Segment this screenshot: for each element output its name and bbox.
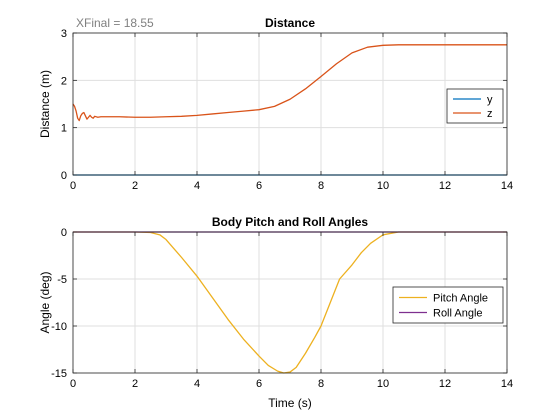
distance-y-axis-label: Distance (m) <box>38 70 52 138</box>
angle-x-tick-label: 2 <box>132 378 138 390</box>
distance-x-tick-label: 0 <box>70 180 76 192</box>
distance-y-tick-label: 2 <box>61 75 67 87</box>
angle-chart-title: Body Pitch and Roll Angles <box>212 215 369 229</box>
distance-chart-title: Distance <box>265 16 315 30</box>
angle-x-tick-label: 12 <box>439 378 451 390</box>
distance-x-tick-label: 14 <box>501 180 513 192</box>
distance-x-tick-label: 4 <box>194 180 200 192</box>
angle-x-tick-label: 4 <box>194 378 200 390</box>
series-line-z <box>72 44 507 122</box>
distance-y-tick-label: 3 <box>61 28 67 40</box>
distance-x-tick-label: 6 <box>256 180 262 192</box>
distance-x-tick-label: 8 <box>318 180 324 192</box>
legend-label-z: z <box>487 108 493 120</box>
annotation-text: XFinal = 18.55 <box>76 16 154 30</box>
angle-y-tick-label: 0 <box>61 227 67 239</box>
series-line-pitch-angle <box>73 231 507 374</box>
angle-x-tick-label: 8 <box>318 378 324 390</box>
angle-x-tick-label: 6 <box>256 378 262 390</box>
distance-legend-box <box>446 88 504 124</box>
angle-x-axis-label: Time (s) <box>268 396 312 410</box>
angle-y-tick-label: -10 <box>51 321 67 333</box>
angle-x-tick-label: 0 <box>70 378 76 390</box>
distance-axes-box <box>72 32 508 176</box>
legend-label-y: y <box>487 94 493 106</box>
distance-legend: yz <box>446 88 504 124</box>
legend-label-roll-angle: Roll Angle <box>433 308 483 320</box>
angle-x-tick-label: 14 <box>501 378 513 390</box>
angle-y-axis-label: Angle (deg) <box>38 271 52 333</box>
angle-legend: Pitch Angle Roll Angle <box>392 286 504 324</box>
distance-y-tick-label: 0 <box>61 170 67 182</box>
distance-x-tick-label: 2 <box>132 180 138 192</box>
angle-x-tick-label: 10 <box>377 378 389 390</box>
angle-y-tick-label: -5 <box>57 274 67 286</box>
angle-axes: 0 2 4 6 8 10 12 14 -15 -10 -5 0 Body Pitch and Roll … <box>38 215 513 410</box>
legend-label-pitch-angle: Pitch Angle <box>433 293 488 305</box>
distance-x-tick-label: 10 <box>377 180 389 192</box>
distance-y-tick-label: 1 <box>61 123 67 135</box>
angle-legend-box <box>392 286 504 324</box>
angle-y-tick-label: -15 <box>51 368 67 380</box>
distance-x-tick-label: 12 <box>439 180 451 192</box>
distance-plot-area <box>73 33 507 175</box>
angle-axes-box <box>72 231 508 374</box>
